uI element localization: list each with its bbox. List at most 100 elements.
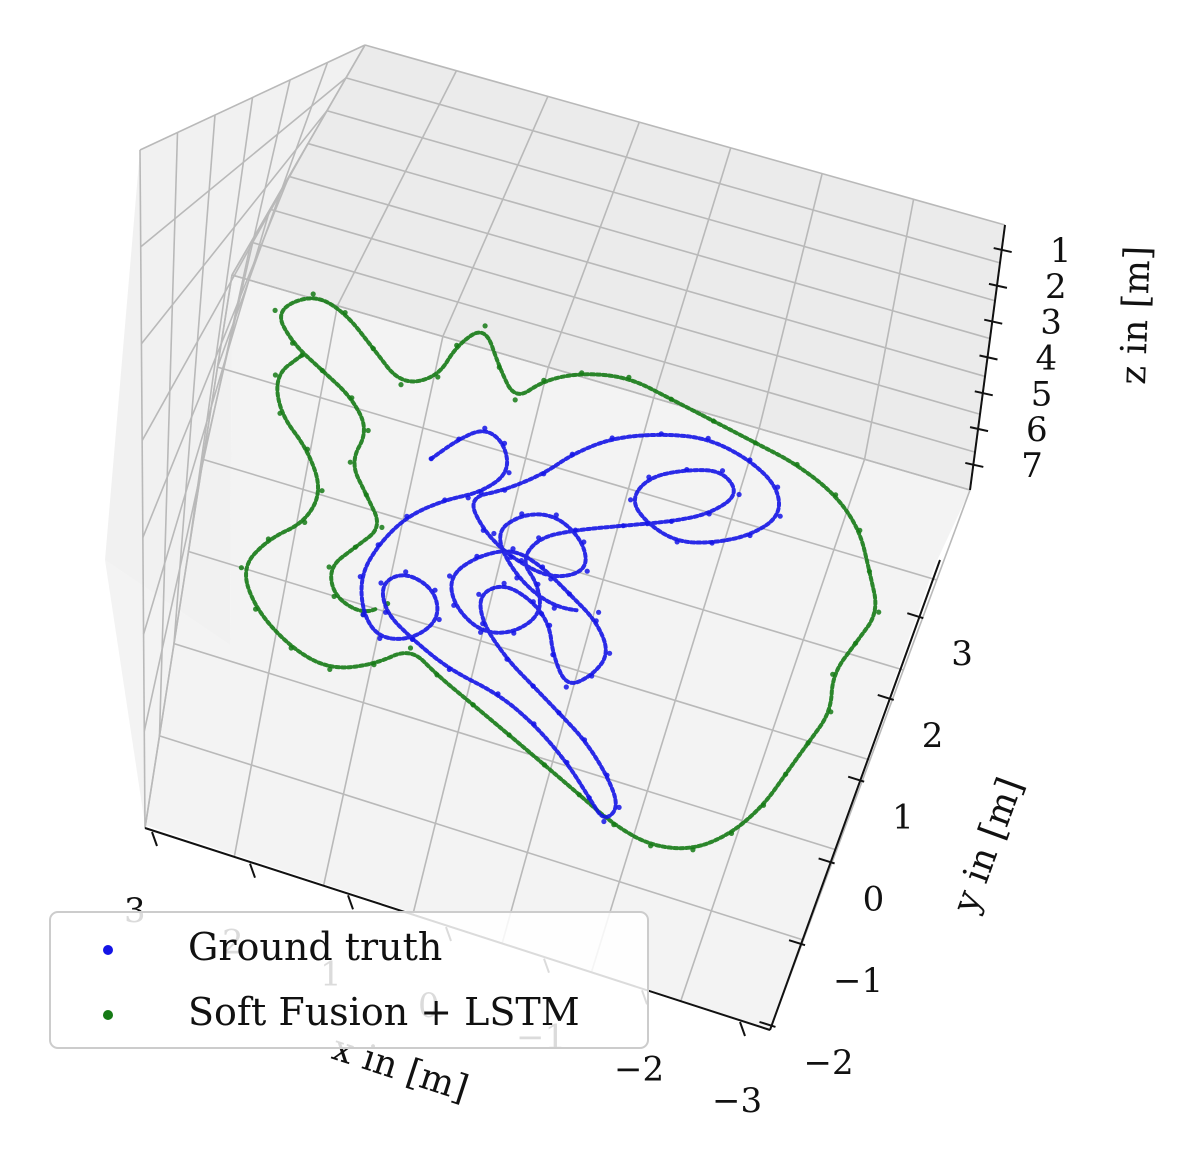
trajectory-point <box>478 489 484 495</box>
trajectory-point <box>620 523 626 529</box>
grid-line-left-wall-horizontal <box>143 241 252 732</box>
trajectory-ground-truth <box>359 429 781 820</box>
trajectory-point <box>428 456 434 462</box>
x-tick-label: −3 <box>712 1081 762 1121</box>
trajectory-point <box>830 671 836 677</box>
y-tick <box>788 939 806 947</box>
trajectory-point <box>326 564 332 570</box>
trajectory-point <box>536 535 542 541</box>
grid-line-floor-y <box>173 642 837 851</box>
trajectory-point <box>253 606 259 612</box>
y-tick-label: −1 <box>833 961 883 1001</box>
grid-line-wall-vertical <box>652 147 732 399</box>
trajectory-point <box>480 527 486 533</box>
trajectory-point <box>349 395 355 401</box>
legend-box <box>49 911 649 1049</box>
trajectory-point <box>752 440 758 446</box>
trajectory-point <box>539 564 546 570</box>
trajectory-point <box>593 618 599 624</box>
z-tick <box>993 247 1012 254</box>
trajectory-point <box>607 650 613 656</box>
trajectory-point <box>576 792 582 798</box>
trajectory-point <box>512 397 518 403</box>
trajectory-point <box>833 492 839 498</box>
trajectories <box>238 291 882 853</box>
z-tick-label: 7 <box>1021 446 1043 486</box>
trajectory-point <box>530 599 536 605</box>
z-tick-label: 4 <box>1036 339 1058 379</box>
trajectory-point <box>604 772 610 778</box>
trajectory-point <box>238 565 244 571</box>
trajectory-point <box>535 581 541 587</box>
trajectory-point <box>403 569 409 575</box>
back-wall-pane <box>232 45 1005 490</box>
trajectory-point <box>347 459 353 465</box>
trajectory-point <box>541 762 548 768</box>
trajectory-point <box>327 666 333 673</box>
trajectory-point <box>432 587 438 593</box>
left-wall-pane <box>105 45 365 645</box>
trajectory-point <box>407 645 414 651</box>
grid-line-floor-y <box>217 366 937 581</box>
legend-marker-soft-fusion-lstm <box>103 1010 113 1020</box>
trajectory-point <box>589 673 595 679</box>
trajectory-point <box>684 467 690 473</box>
trajectory-point <box>504 656 510 662</box>
trajectory-point <box>304 446 310 452</box>
trajectory-point <box>866 568 873 574</box>
trajectory-point <box>357 574 363 580</box>
trajectory-point <box>550 652 556 658</box>
trajectory-point <box>706 511 712 517</box>
trajectory-point <box>674 539 680 545</box>
grid-line-left-wall-horizontal <box>142 176 290 538</box>
grid-line-wall-horizontal <box>269 208 981 416</box>
trajectory-point <box>876 609 882 615</box>
trajectory-point <box>265 536 271 542</box>
z-tick-label: 6 <box>1026 410 1048 450</box>
trajectory-point <box>398 382 404 388</box>
grid-line-wall-horizontal <box>250 241 976 453</box>
grid-line-wall-vertical <box>758 173 823 429</box>
trajectory-point <box>474 553 480 560</box>
trajectory-point <box>514 575 520 581</box>
trajectory-point <box>480 621 486 627</box>
z-tick-label: 3 <box>1040 303 1062 343</box>
trajectory-point <box>409 636 416 642</box>
trajectory-point <box>564 759 570 766</box>
trajectory-point <box>596 609 602 615</box>
grid-line-wall-vertical <box>863 199 915 460</box>
trajectory-point <box>760 802 767 808</box>
z-tick-label: 5 <box>1031 374 1053 414</box>
trajectory-point <box>709 540 715 546</box>
trajectory-point <box>705 435 711 441</box>
trajectory-point <box>775 484 781 490</box>
grid-line-left-wall-vertical <box>139 149 146 829</box>
grid-line-left-wall-horizontal <box>140 77 347 248</box>
trajectory-point <box>436 616 442 623</box>
trajectory-point <box>447 573 453 579</box>
trajectory-point <box>506 470 512 476</box>
z-axis-label: z in [m] <box>1113 245 1159 385</box>
trajectory-point <box>370 346 376 352</box>
trajectory-point <box>586 795 592 801</box>
trajectory-point <box>508 554 514 560</box>
trajectory-point <box>290 340 296 346</box>
trajectory-point <box>648 843 654 849</box>
x-tick <box>249 863 256 879</box>
trajectory-point <box>379 524 385 531</box>
z-tick-label: 2 <box>1045 267 1067 307</box>
trajectory-point <box>371 662 377 668</box>
trajectory-point <box>302 519 308 526</box>
trajectory-point <box>566 591 573 597</box>
trajectory-point <box>456 436 462 442</box>
trajectory-point <box>451 602 457 608</box>
legend-label-ground-truth: Ground truth <box>188 925 442 969</box>
y-tick-label: 0 <box>863 879 885 919</box>
grid-line-wall-horizontal <box>364 44 1006 226</box>
y-tick-label: 2 <box>922 716 944 756</box>
trajectory-point <box>434 672 440 678</box>
z-tick-label: 1 <box>1050 231 1072 271</box>
trajectory-point <box>794 461 800 468</box>
trajectory-point <box>288 645 294 651</box>
trajectory-point <box>553 512 559 518</box>
